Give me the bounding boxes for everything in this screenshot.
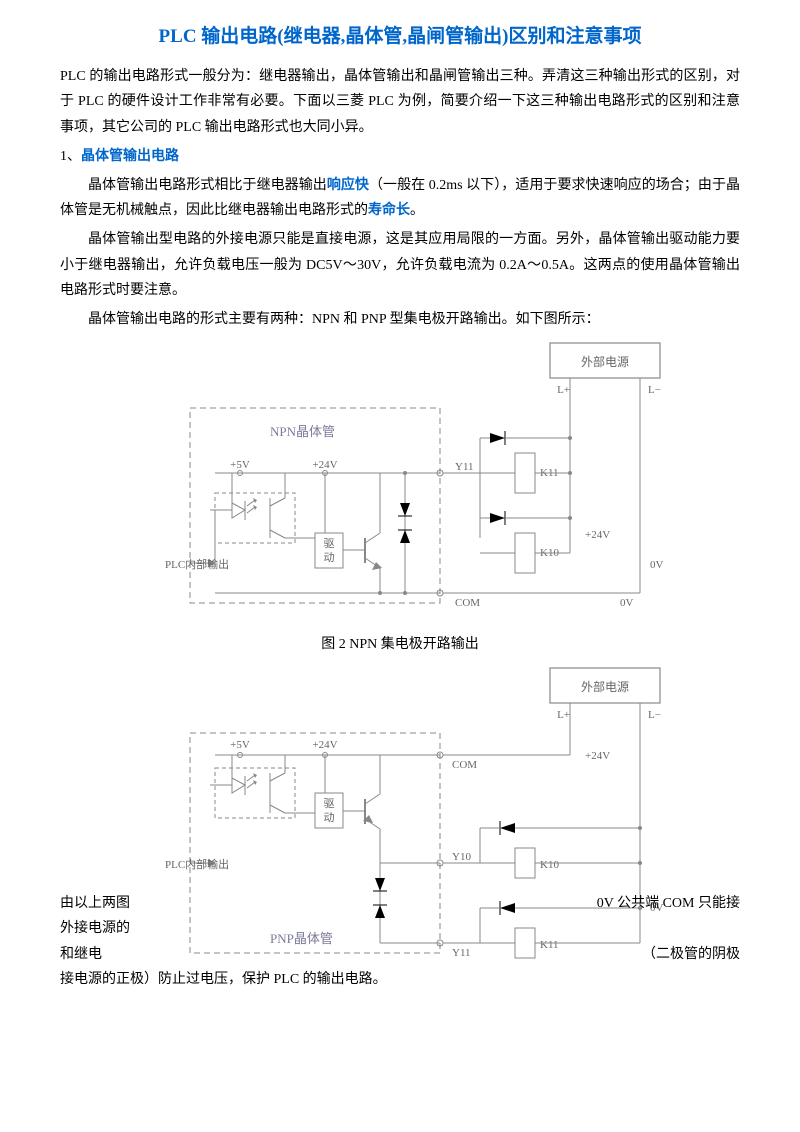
v5-label: +5V xyxy=(230,459,250,471)
section-head-text: 晶体管输出电路 xyxy=(81,149,179,164)
l-plus-2: L+ xyxy=(557,709,570,721)
figure-pnp: 外部电源 L+ L− PNP晶体管 +5V +24V 驱 动 PLC内部输出 xyxy=(60,663,740,963)
bottom-text-overlay: 由以上两图 0V 公共端 COM 只能接 外接电源的 和继电 （二极管的阴极 接… xyxy=(0,891,800,992)
y11-label: Y11 xyxy=(455,461,474,473)
l-minus: L− xyxy=(648,384,661,396)
page-title: PLC 输出电路(继电器,晶体管,晶闸管输出)区别和注意事项 xyxy=(60,20,740,54)
v5-label-2: +5V xyxy=(230,739,250,751)
com-label-2: COM xyxy=(452,759,477,771)
v0-ext: 0V xyxy=(650,559,664,571)
v24-label-2: +24V xyxy=(312,739,337,751)
p1a: 晶体管输出电路形式相比于继电器输出 xyxy=(88,178,327,193)
drive-label-3: 驱 xyxy=(324,797,335,810)
l-minus-2: L− xyxy=(648,709,661,721)
bottom-l4: 接电源的正极）防止过电压，保护 PLC 的输出电路。 xyxy=(60,967,740,992)
p1d: 寿命长 xyxy=(368,203,410,218)
section-1-heading: 1、晶体管输出电路 xyxy=(60,144,740,169)
ext-power-label: 外部电源 xyxy=(581,354,629,369)
bottom-l3a: 和继电 xyxy=(60,942,102,967)
y10-label: Y10 xyxy=(452,851,471,863)
drive-label-1: 驱 xyxy=(324,537,335,550)
plc-out-label-2: PLC内部输出 xyxy=(165,857,229,871)
section-num: 1、 xyxy=(60,149,81,164)
drive-label-2: 动 xyxy=(324,551,335,564)
npn-label: NPN晶体管 xyxy=(270,424,335,439)
plc-out-label: PLC内部输出 xyxy=(165,557,229,571)
bottom-l1b: 0V 公共端 COM 只能接 xyxy=(597,891,740,916)
figure-2-npn: 外部电源 L+ L− NPN晶体管 +5V +24V PLC内部输出 驱 动 xyxy=(60,338,740,628)
l-plus: L+ xyxy=(557,384,570,396)
v0-bottom: 0V xyxy=(620,597,634,609)
bottom-l3b: （二极管的阴极 xyxy=(642,942,740,967)
p1b: 响应快 xyxy=(327,178,369,193)
section-1-p2: 晶体管输出型电路的外接电源只能是直接电源，这是其应用局限的一方面。另外，晶体管输… xyxy=(60,227,740,303)
v24-label: +24V xyxy=(312,459,337,471)
v24-ext-2: +24V xyxy=(585,750,610,762)
ext-power-label-2: 外部电源 xyxy=(581,679,629,694)
bottom-l1a: 由以上两图 xyxy=(60,891,130,916)
section-1-p1: 晶体管输出电路形式相比于继电器输出响应快（一般在 0.2ms 以下），适用于要求… xyxy=(60,173,740,223)
section-1-p3: 晶体管输出电路的形式主要有两种：NPN 和 PNP 型集电极开路输出。如下图所示… xyxy=(60,307,740,332)
com-label: COM xyxy=(455,597,480,609)
intro-paragraph: PLC 的输出电路形式一般分为：继电器输出，晶体管输出和晶闸管输出三种。弄清这三… xyxy=(60,64,740,140)
k10-label-2: K10 xyxy=(540,859,559,871)
figure-2-caption: 图 2 NPN 集电极开路输出 xyxy=(60,632,740,657)
p1e: 。 xyxy=(410,203,424,218)
bottom-l2a: 外接电源的 xyxy=(60,916,130,941)
v24-ext: +24V xyxy=(585,529,610,541)
drive-label-4: 动 xyxy=(324,811,335,824)
